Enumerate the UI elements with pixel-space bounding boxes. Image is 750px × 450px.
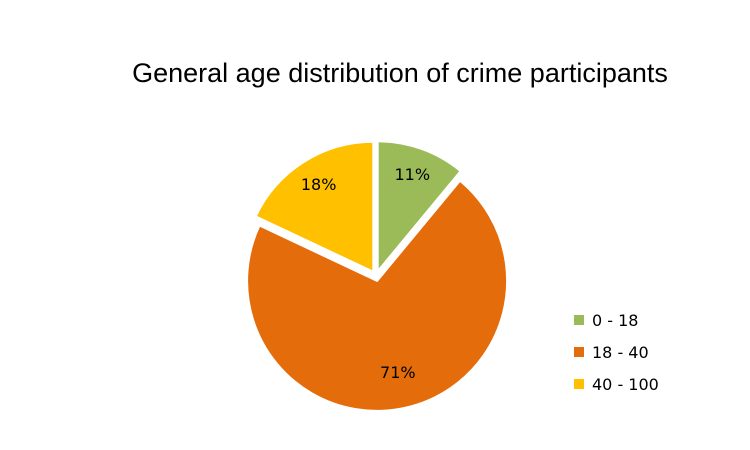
pie-slices [246, 140, 509, 412]
pie-data-labels: 11% 71% 18% [301, 165, 430, 382]
pie-slice-2 [254, 140, 375, 274]
legend-swatch-0 [574, 315, 584, 325]
legend-swatch-2 [574, 379, 584, 389]
legend-item-1: 18 - 40 [574, 336, 659, 368]
data-label-1: 71% [380, 363, 416, 382]
chart-title: General age distribution of crime partic… [132, 58, 668, 88]
legend-item-0: 0 - 18 [574, 304, 659, 336]
pie-slice-0 [376, 140, 462, 275]
pie-slice-1 [246, 179, 509, 412]
data-label-0: 11% [394, 165, 430, 184]
legend-swatch-1 [574, 347, 584, 357]
legend: 0 - 18 18 - 40 40 - 100 [574, 304, 659, 400]
legend-item-2: 40 - 100 [574, 368, 659, 400]
data-label-2: 18% [301, 175, 337, 194]
legend-label-1: 18 - 40 [592, 342, 649, 362]
legend-label-0: 0 - 18 [592, 310, 639, 330]
legend-label-2: 40 - 100 [592, 374, 659, 394]
